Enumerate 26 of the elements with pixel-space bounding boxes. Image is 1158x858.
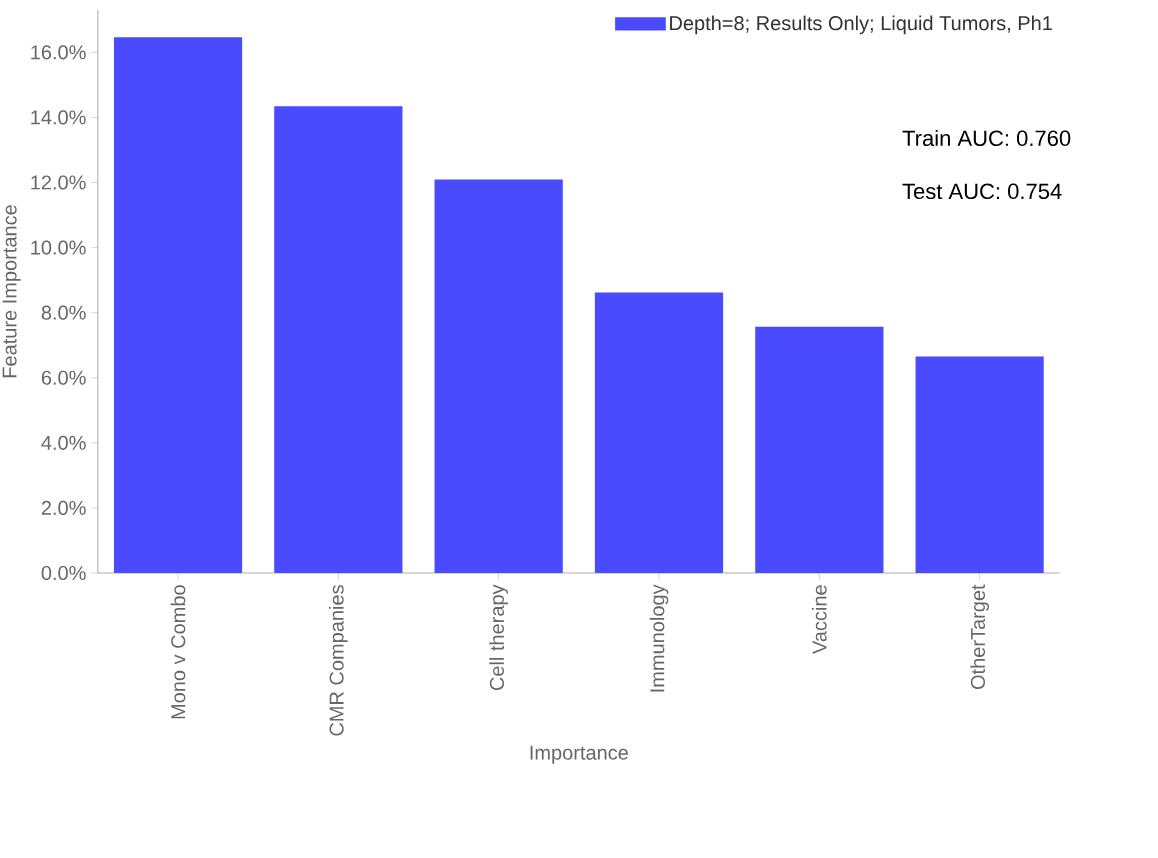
bar [434, 179, 563, 573]
x-tick-label: CMR Companies [329, 585, 348, 736]
x-tick-label: Cell therapy [489, 584, 508, 691]
y-tick-label: 6.0% [41, 370, 86, 385]
y-tick-label: 2.0% [41, 500, 86, 515]
y-tick-label: 14.0% [31, 110, 86, 125]
y-tick-label: 8.0% [41, 305, 86, 320]
y-tick-label: 10.0% [31, 240, 86, 255]
x-axis-title: Importance [530, 745, 628, 764]
x-tick-label: Vaccine [812, 585, 827, 654]
y-tick-label: 0.0% [41, 565, 86, 581]
bar [594, 292, 724, 573]
y-tick-label: 16.0% [31, 45, 86, 60]
annotation: Test AUC: 0.754 [902, 183, 1062, 200]
legend-label: Depth=8; Results Only; Liquid Tumors, Ph1 [670, 15, 1052, 35]
y-tick-label: 4.0% [41, 435, 86, 450]
y-tick-label: 12.0% [31, 175, 86, 190]
x-tick-label: Mono v Combo [170, 585, 186, 719]
bar [755, 326, 884, 573]
bar [274, 106, 403, 573]
annotation: Train AUC: 0.760 [902, 129, 1071, 147]
x-tick-label: OtherTarget [970, 584, 989, 690]
y-axis-title: Feature Importance [2, 205, 21, 378]
bar [915, 356, 1044, 573]
x-tick-label: Immunology [649, 584, 669, 692]
bar [113, 37, 243, 573]
